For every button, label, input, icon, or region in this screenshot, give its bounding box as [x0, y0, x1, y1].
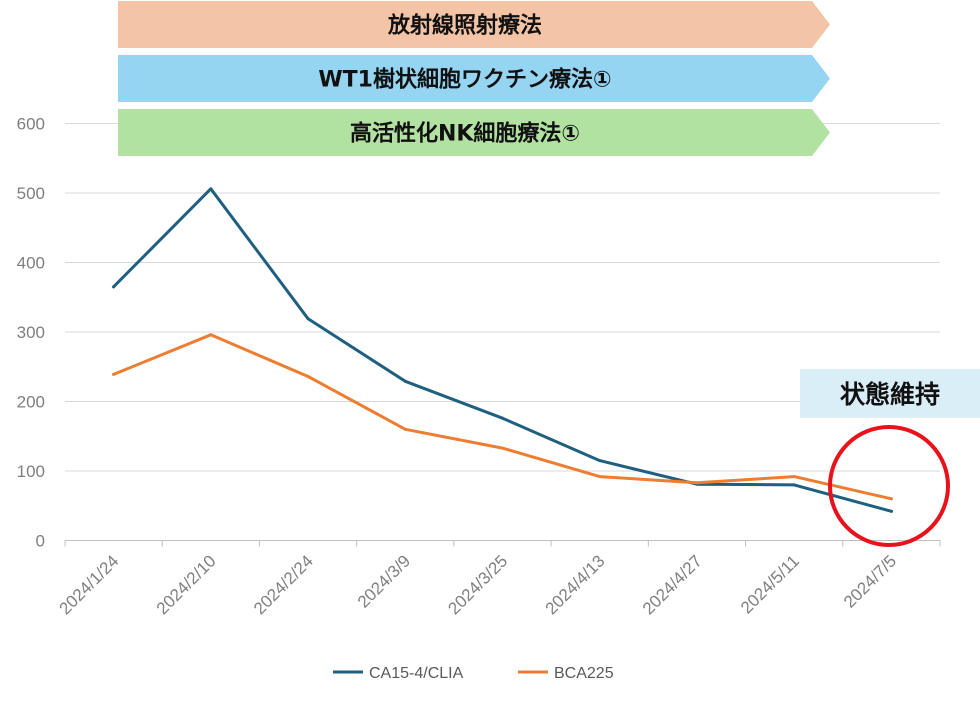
x-tick-label: 2024/1/24	[56, 551, 123, 618]
status-annotation: 状態維持	[800, 369, 980, 547]
series-line-0	[112, 187, 893, 513]
data-point	[792, 483, 796, 487]
y-tick-label: 500	[17, 184, 45, 203]
y-tick-label: 400	[17, 254, 45, 273]
legend-label: BCA225	[554, 665, 614, 682]
data-point	[889, 509, 893, 513]
data-point	[695, 481, 699, 485]
data-point	[501, 416, 504, 420]
y-axis-ticks: 0 100 200 300 400 500 600	[17, 115, 45, 551]
data-point	[598, 459, 602, 463]
gridlines	[65, 123, 940, 541]
data-point	[889, 497, 893, 501]
data-point	[501, 446, 504, 450]
data-point	[403, 379, 407, 383]
x-tick-label: 2024/5/11	[737, 551, 803, 617]
series-lines	[112, 187, 893, 513]
data-point	[792, 475, 796, 479]
data-point	[306, 317, 310, 321]
highlight-circle	[828, 425, 950, 547]
legend-label: CA15-4/CLIA	[369, 665, 464, 682]
x-tick-label: 2024/4/13	[542, 551, 609, 618]
data-point	[112, 285, 116, 289]
x-tick-label: 2024/2/10	[153, 551, 220, 618]
x-tick-label: 2024/3/25	[444, 551, 511, 618]
data-point	[112, 372, 116, 376]
status-label-box	[800, 369, 980, 418]
legend: CA15-4/CLIA BCA225	[333, 665, 614, 682]
data-point	[403, 427, 407, 431]
status-label: 状態維持	[840, 380, 940, 409]
treatment-banner-label: 高活性化NK細胞療法①	[350, 121, 580, 147]
data-point	[306, 374, 310, 378]
treatment-banners: 放射線照射療法 WT1樹状細胞ワクチン療法① 高活性化NK細胞療法①	[118, 1, 830, 156]
y-tick-label: 200	[17, 393, 45, 412]
treatment-banner-label: WT1樹状細胞ワクチン療法①	[318, 67, 611, 93]
data-point	[209, 187, 213, 191]
treatment-banner-label: 放射線照射療法	[387, 13, 542, 39]
x-tick-label: 2024/7/5	[840, 551, 900, 611]
x-tick-label: 2024/4/27	[639, 551, 706, 618]
x-axis-ticks: 2024/1/24 2024/2/10 2024/2/24 2024/3/9 2024/…	[56, 540, 941, 618]
x-tick-label: 2024/2/24	[250, 551, 317, 618]
treatment-banner-3	[118, 109, 830, 156]
data-point	[598, 475, 602, 479]
y-tick-label: 0	[36, 532, 45, 551]
treatment-banner-1	[118, 1, 830, 48]
y-tick-label: 100	[17, 462, 45, 481]
y-tick-label: 300	[17, 323, 45, 342]
y-tick-label: 600	[17, 115, 45, 134]
data-point	[209, 333, 213, 337]
x-tick-label: 2024/3/9	[354, 551, 414, 611]
treatment-banner-2	[118, 55, 830, 102]
